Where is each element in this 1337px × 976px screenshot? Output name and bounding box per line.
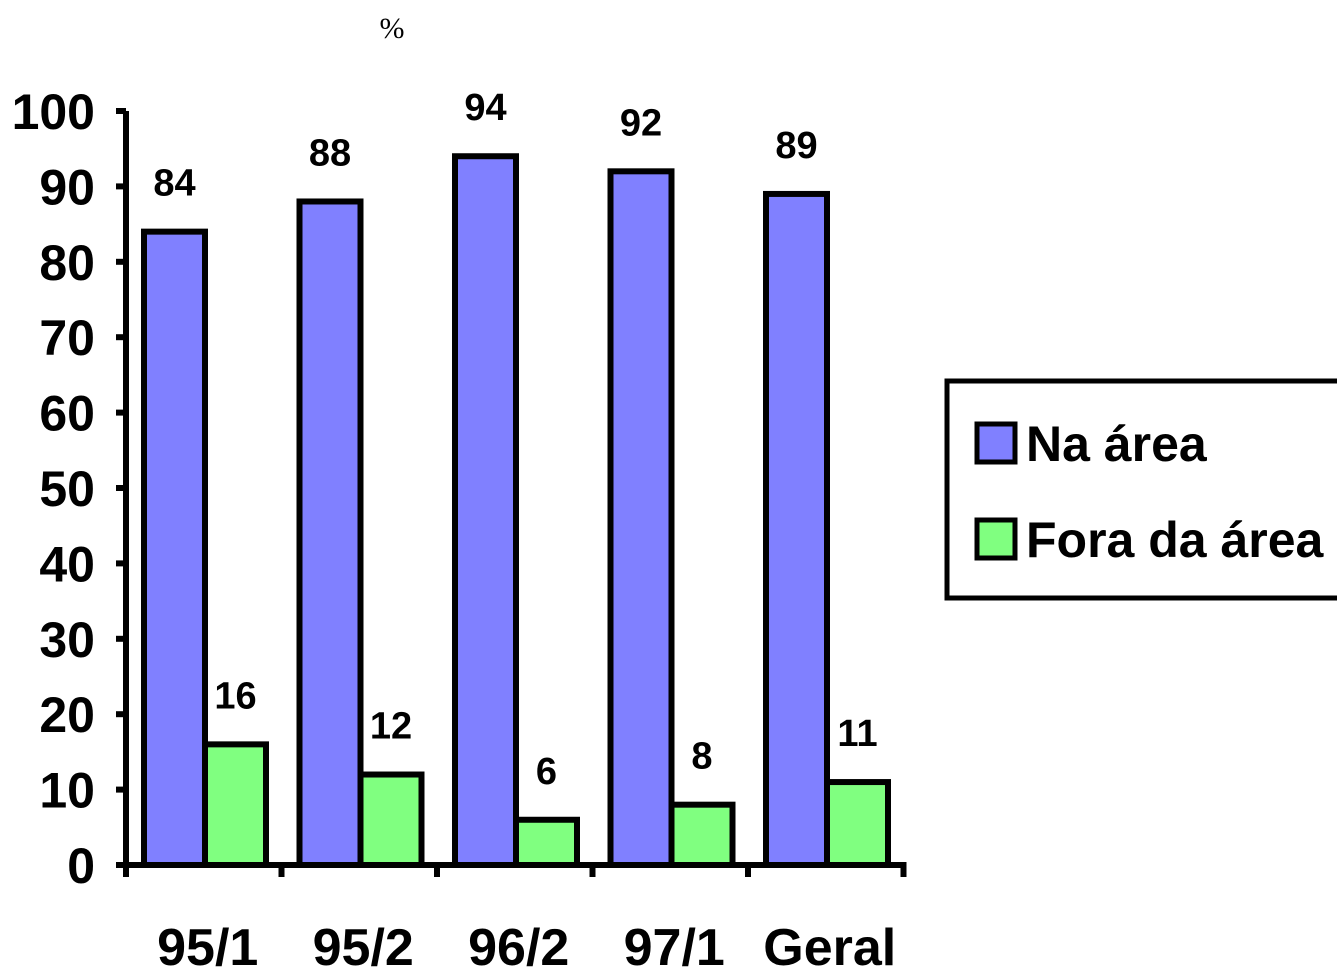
bar-na-area-4 (763, 190, 830, 868)
y-tick-label: 80 (39, 235, 95, 291)
bar-na-area-2 (452, 153, 519, 869)
data-label-fora-da-area-2: 6 (536, 751, 557, 793)
y-tick-label: 20 (39, 687, 95, 743)
bar-fora-da-area-3 (668, 801, 736, 868)
legend: Na área Fora da área (944, 378, 1337, 601)
bars-layer (141, 153, 891, 869)
bar-na-area-3 (607, 168, 675, 868)
data-label-fora-da-area-3: 8 (691, 736, 712, 778)
y-tick-label: 30 (39, 612, 95, 668)
legend-swatch-fora-da-area (974, 517, 1018, 561)
legend-label-na-area: Na área (1026, 416, 1208, 472)
y-tick-label: 0 (67, 838, 95, 894)
x-tick-label: Geral (763, 919, 896, 976)
y-tick-label: 100 (12, 84, 95, 140)
legend-box (944, 378, 1337, 601)
x-tick-label: 96/2 (468, 919, 569, 976)
legend-label-fora-da-area: Fora da área (1026, 512, 1325, 568)
y-tick-label: 50 (39, 461, 95, 517)
x-tick-label: 95/1 (157, 919, 258, 976)
data-label-fora-da-area-0: 16 (214, 675, 256, 717)
data-label-na-area-0: 84 (153, 163, 195, 205)
y-unit-label: % (380, 12, 405, 45)
bar-fora-da-area-4 (824, 779, 891, 868)
bar-fora-da-area-1 (357, 771, 425, 869)
bar-na-area-1 (296, 198, 364, 869)
data-label-fora-da-area-1: 12 (370, 706, 412, 748)
y-tick-label: 60 (39, 386, 95, 442)
legend-swatch-na-area (974, 421, 1018, 465)
y-tick-label: 40 (39, 536, 95, 592)
data-label-na-area-4: 89 (775, 125, 817, 167)
x-tick-label: 97/1 (624, 919, 725, 976)
y-tick-label: 70 (39, 310, 95, 366)
axes-layer: 95/1 95/2 96/2 97/1 Geral 0 10 20 30 40 50 60 70 80 90… (12, 84, 907, 976)
y-tick-label: 90 (39, 159, 95, 215)
x-tick-label: 95/2 (313, 919, 414, 976)
data-label-fora-da-area-4: 11 (837, 713, 877, 755)
bar-fora-da-area-2 (513, 816, 580, 869)
y-tick-label: 10 (39, 763, 95, 819)
data-label-na-area-2: 94 (464, 87, 506, 129)
data-labels-layer: 84 16 88 12 94 6 92 8 89 11 (153, 87, 877, 793)
data-label-na-area-3: 92 (620, 102, 662, 144)
data-label-na-area-1: 88 (309, 132, 351, 174)
bar-na-area-0 (141, 228, 208, 868)
bar-fora-da-area-0 (202, 741, 269, 868)
